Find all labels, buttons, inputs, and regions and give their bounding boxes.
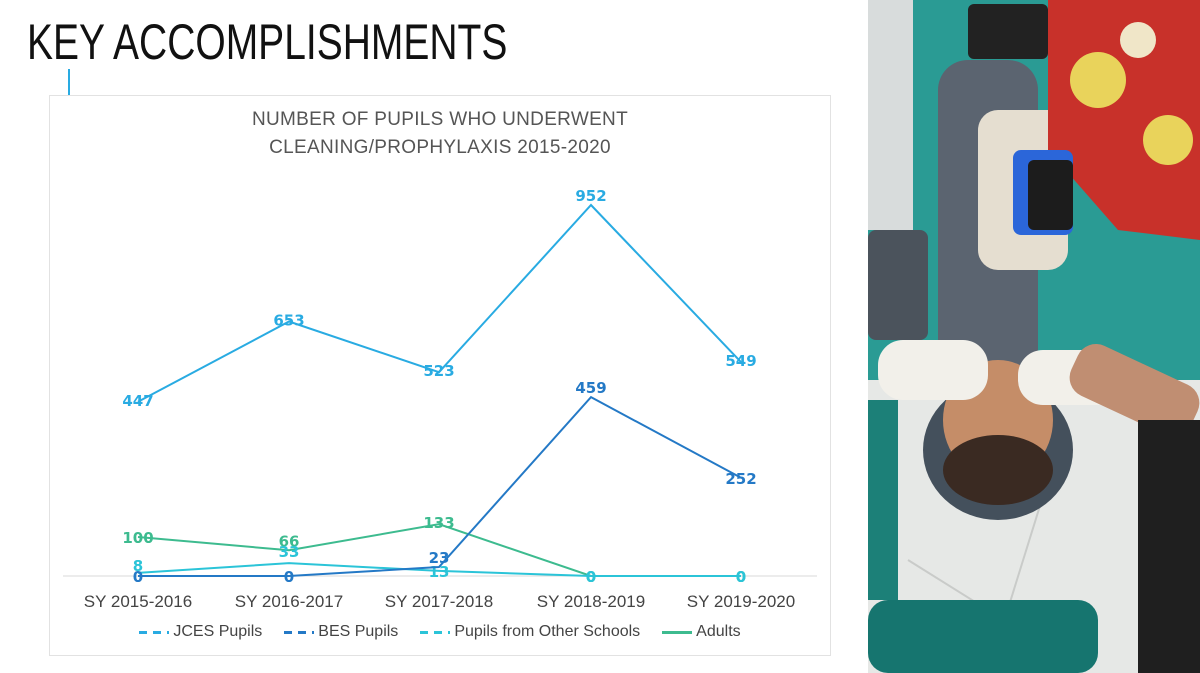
data-label: 447 bbox=[122, 392, 153, 410]
chart-title-line-1: NUMBER OF PUPILS WHO UNDERWENT bbox=[251, 109, 628, 130]
data-label: 0 bbox=[736, 568, 746, 586]
data-label: 23 bbox=[429, 549, 450, 567]
series-jces-pupils: 447 653 523 952 549 bbox=[122, 187, 756, 410]
data-label: 653 bbox=[273, 312, 304, 330]
legend-item: Pupils from Other Schools bbox=[420, 623, 640, 641]
photo-illustration bbox=[868, 0, 1200, 673]
slide-title: KEY ACCOMPLISHMENTS bbox=[27, 14, 508, 70]
line-chart: NUMBER OF PUPILS WHO UNDERWENT CLEANING/… bbox=[49, 95, 831, 656]
chart-title: NUMBER OF PUPILS WHO UNDERWENT CLEANING/… bbox=[50, 106, 830, 162]
plot-area: SY 2015-2016 SY 2016-2017 SY 2017-2018 SY 2… bbox=[63, 187, 817, 611]
data-label: 33 bbox=[279, 543, 300, 561]
legend-item: JCES Pupils bbox=[139, 623, 262, 641]
data-label: 0 bbox=[586, 568, 596, 586]
data-label: 549 bbox=[725, 352, 756, 370]
legend-item: BES Pupils bbox=[284, 623, 398, 641]
data-label: 66 bbox=[279, 532, 300, 550]
x-tick-label: SY 2019-2020 bbox=[687, 592, 795, 611]
data-label: 133 bbox=[423, 514, 454, 532]
legend-label: Pupils from Other Schools bbox=[454, 623, 641, 640]
dental-photo bbox=[868, 0, 1200, 673]
data-label: 459 bbox=[575, 379, 606, 397]
data-label: 0 bbox=[284, 568, 294, 586]
x-tick-label: SY 2018-2019 bbox=[537, 592, 645, 611]
data-label: 952 bbox=[575, 187, 606, 205]
data-label: 252 bbox=[725, 470, 756, 488]
title-accent-line bbox=[68, 69, 70, 95]
legend-swatch-icon bbox=[662, 630, 693, 634]
x-tick-label: SY 2016-2017 bbox=[235, 592, 343, 611]
chart-title-line-2: CLEANING/PROPHYLAXIS 2015-2020 bbox=[269, 137, 611, 158]
legend-swatch-icon bbox=[284, 630, 315, 634]
x-tick-label: SY 2015-2016 bbox=[84, 592, 192, 611]
data-label: 8 bbox=[133, 557, 143, 575]
legend-swatch-icon bbox=[420, 630, 451, 634]
legend-label: BES Pupils bbox=[318, 623, 399, 640]
legend-swatch-icon bbox=[139, 630, 170, 634]
data-label: 100 bbox=[122, 529, 153, 547]
x-tick-label: SY 2017-2018 bbox=[385, 592, 493, 611]
legend-label: Adults bbox=[696, 623, 741, 640]
data-label: 523 bbox=[423, 362, 454, 380]
series-bes-pupils: 0 0 23 459 252 bbox=[133, 379, 757, 586]
legend-item: Adults bbox=[662, 623, 741, 641]
legend-label: JCES Pupils bbox=[173, 623, 263, 640]
chart-legend: JCES Pupils BES Pupils Pupils from Other S… bbox=[50, 623, 830, 641]
data-label: 0 bbox=[133, 568, 143, 586]
